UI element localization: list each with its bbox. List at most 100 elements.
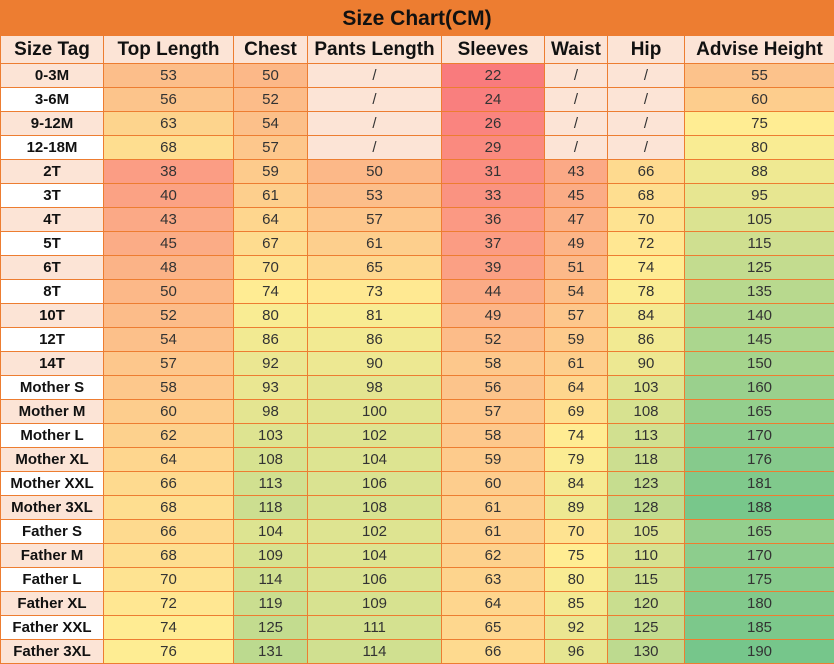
cell-chest: 67 (234, 232, 308, 256)
cell-advise-height: 125 (685, 256, 834, 280)
cell-advise-height: 145 (685, 328, 834, 352)
size-tag-cell: Father XXL (1, 616, 104, 640)
cell-advise-height: 135 (685, 280, 834, 304)
cell-chest: 92 (234, 352, 308, 376)
size-tag-cell: 10T (1, 304, 104, 328)
size-tag-cell: Mother M (1, 400, 104, 424)
cell-chest: 114 (234, 568, 308, 592)
size-tag-cell: 3-6M (1, 88, 104, 112)
cell-top-length: 40 (104, 184, 234, 208)
cell-hip: 108 (608, 400, 685, 424)
cell-pants-length: 50 (308, 160, 442, 184)
cell-advise-height: 188 (685, 496, 834, 520)
cell-hip: 86 (608, 328, 685, 352)
cell-hip: / (608, 112, 685, 136)
cell-top-length: 53 (104, 64, 234, 88)
size-tag-cell: Father 3XL (1, 640, 104, 664)
cell-top-length: 68 (104, 136, 234, 160)
cell-sleeves: 33 (442, 184, 545, 208)
cell-hip: 78 (608, 280, 685, 304)
size-tag-cell: 4T (1, 208, 104, 232)
column-header-advise-height: Advise Height (685, 36, 834, 64)
cell-pants-length: 111 (308, 616, 442, 640)
cell-sleeves: 24 (442, 88, 545, 112)
cell-hip: 115 (608, 568, 685, 592)
cell-sleeves: 64 (442, 592, 545, 616)
cell-advise-height: 55 (685, 64, 834, 88)
cell-pants-length: 102 (308, 520, 442, 544)
cell-hip: 66 (608, 160, 685, 184)
cell-top-length: 38 (104, 160, 234, 184)
cell-chest: 119 (234, 592, 308, 616)
cell-top-length: 43 (104, 208, 234, 232)
cell-pants-length: / (308, 88, 442, 112)
cell-waist: 79 (545, 448, 608, 472)
cell-advise-height: 160 (685, 376, 834, 400)
size-tag-cell: Mother L (1, 424, 104, 448)
cell-pants-length: 98 (308, 376, 442, 400)
cell-advise-height: 170 (685, 424, 834, 448)
cell-advise-height: 105 (685, 208, 834, 232)
column-header-pants-length: Pants Length (308, 36, 442, 64)
size-tag-cell: 8T (1, 280, 104, 304)
cell-hip: 74 (608, 256, 685, 280)
size-tag-cell: 14T (1, 352, 104, 376)
cell-pants-length: 104 (308, 448, 442, 472)
cell-advise-height: 180 (685, 592, 834, 616)
column-header-chest: Chest (234, 36, 308, 64)
cell-sleeves: 29 (442, 136, 545, 160)
cell-sleeves: 65 (442, 616, 545, 640)
cell-hip: / (608, 64, 685, 88)
cell-top-length: 48 (104, 256, 234, 280)
cell-advise-height: 150 (685, 352, 834, 376)
cell-waist: 96 (545, 640, 608, 664)
cell-top-length: 64 (104, 448, 234, 472)
cell-top-length: 56 (104, 88, 234, 112)
cell-chest: 74 (234, 280, 308, 304)
cell-sleeves: 59 (442, 448, 545, 472)
cell-top-length: 60 (104, 400, 234, 424)
cell-advise-height: 115 (685, 232, 834, 256)
cell-chest: 108 (234, 448, 308, 472)
cell-pants-length: 53 (308, 184, 442, 208)
cell-advise-height: 75 (685, 112, 834, 136)
cell-sleeves: 61 (442, 520, 545, 544)
column-header-waist: Waist (545, 36, 608, 64)
cell-hip: 123 (608, 472, 685, 496)
size-tag-cell: 5T (1, 232, 104, 256)
cell-advise-height: 181 (685, 472, 834, 496)
cell-top-length: 76 (104, 640, 234, 664)
cell-waist: / (545, 88, 608, 112)
size-tag-cell: Father S (1, 520, 104, 544)
cell-pants-length: 104 (308, 544, 442, 568)
cell-chest: 54 (234, 112, 308, 136)
cell-chest: 59 (234, 160, 308, 184)
size-tag-cell: Mother XXL (1, 472, 104, 496)
cell-hip: 90 (608, 352, 685, 376)
cell-waist: 75 (545, 544, 608, 568)
cell-advise-height: 175 (685, 568, 834, 592)
cell-chest: 70 (234, 256, 308, 280)
cell-chest: 61 (234, 184, 308, 208)
cell-top-length: 68 (104, 544, 234, 568)
cell-hip: 118 (608, 448, 685, 472)
size-tag-cell: Mother 3XL (1, 496, 104, 520)
cell-hip: 120 (608, 592, 685, 616)
cell-waist: 59 (545, 328, 608, 352)
cell-hip: 130 (608, 640, 685, 664)
